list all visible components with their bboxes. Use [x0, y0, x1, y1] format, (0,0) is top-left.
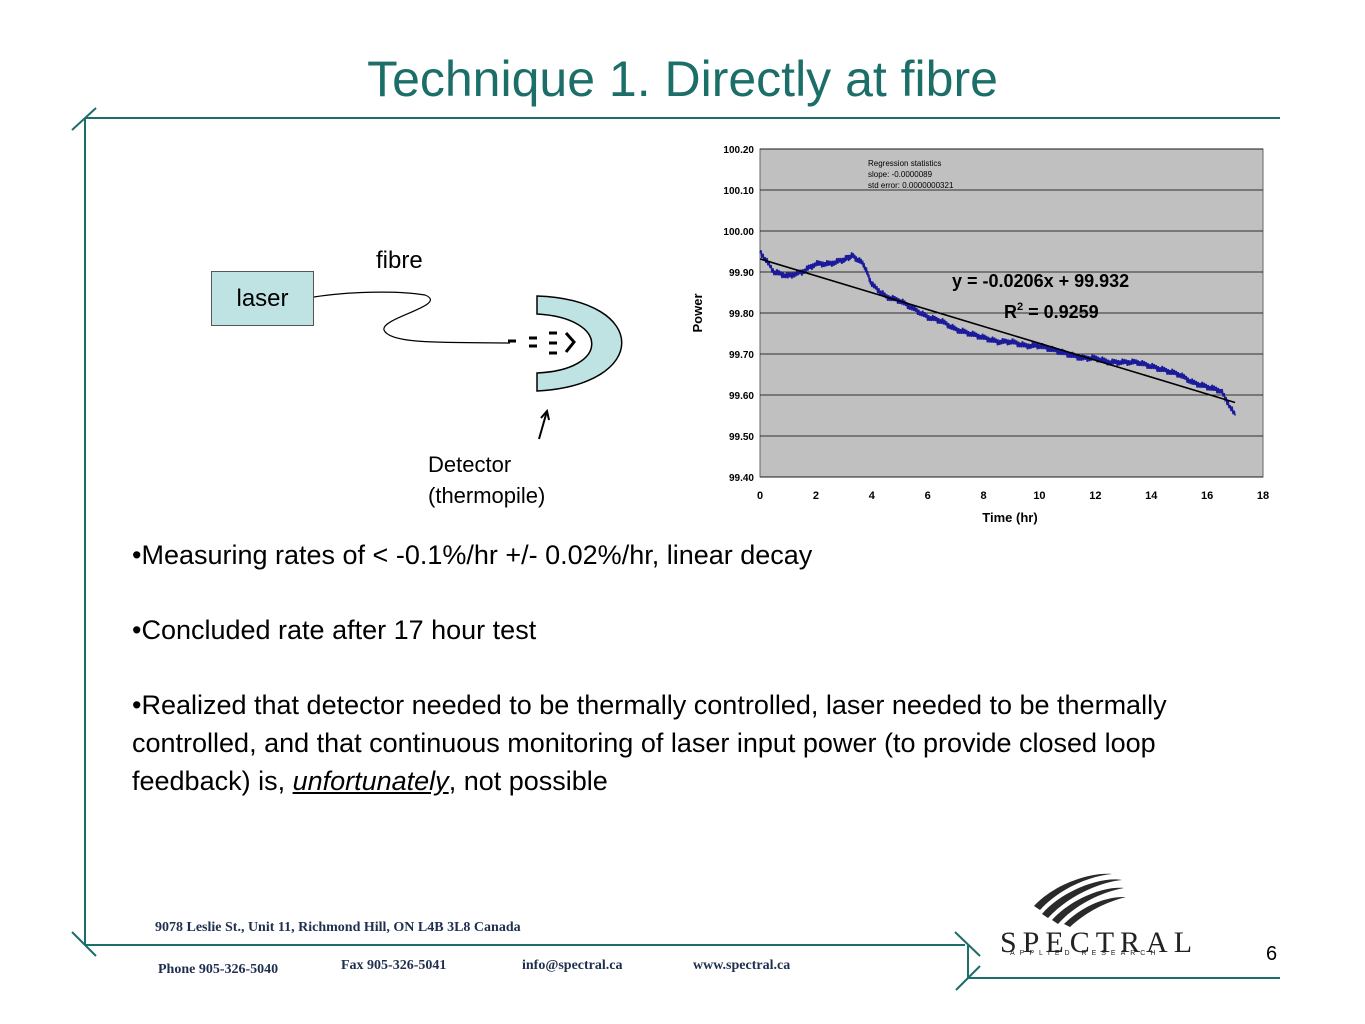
bullet-3-emphasis: unfortunately — [292, 766, 449, 796]
x-tick-label: 4 — [869, 490, 876, 502]
footer-fax: Fax 905-326-5041 — [341, 958, 447, 973]
detector-arrow — [538, 408, 550, 440]
r-squared-value: = 0.9259 — [1023, 302, 1099, 322]
x-tick-label: 8 — [980, 490, 986, 502]
footer-address: 9078 Leslie St., Unit 11, Richmond Hill,… — [155, 920, 521, 935]
logo-wordmark: SPECTRAL — [1000, 926, 1199, 959]
regression-line-3: std error: 0.0000000321 — [868, 181, 954, 190]
x-tick-label: 18 — [1257, 490, 1269, 502]
trend-equation: y = -0.0206x + 99.932 — [952, 271, 1129, 291]
gridlines — [760, 148, 1263, 478]
laser-box: laser — [211, 271, 314, 326]
y-tick-label: 99.40 — [729, 473, 754, 484]
y-axis-label: Power — [690, 293, 705, 332]
x-axis-label: Time (hr) — [982, 510, 1037, 525]
x-tick-label: 12 — [1089, 490, 1101, 502]
y-tick-label: 99.60 — [729, 391, 754, 402]
detector-label-line2: (thermopile) — [428, 483, 546, 508]
bullet-1: •Measuring rates of < -0.1%/hr +/- 0.02%… — [132, 540, 813, 570]
x-tick-labels: 0 2 4 6 8 10 12 14 16 18 — [757, 490, 1269, 502]
y-tick-label: 100.20 — [723, 145, 754, 156]
detector-label: Detector (thermopile) — [428, 449, 545, 511]
regression-line-1: Regression statistics — [868, 159, 941, 168]
bullet-2: •Concluded rate after 17 hour test — [132, 615, 537, 645]
y-tick-label: 99.80 — [729, 309, 754, 320]
y-tick-label: 100.10 — [723, 186, 754, 197]
y-tick-label: 99.50 — [729, 432, 754, 443]
fibre-label: fibre — [376, 247, 423, 274]
footer-phone: Phone 905-326-5040 — [158, 962, 279, 977]
y-tick-label: 99.90 — [729, 268, 754, 279]
detector-cup — [536, 295, 623, 392]
bullet-3-end: , not possible — [448, 766, 608, 796]
x-tick-label: 2 — [813, 490, 819, 502]
power-chart: 99.40 99.50 99.60 99.70 99.80 99.90 100.00 100.… — [690, 145, 1269, 525]
detector-label-line1: Detector — [428, 452, 512, 477]
x-tick-label: 0 — [757, 490, 763, 502]
trendline — [759, 258, 1236, 404]
bullet-3: •Realized that detector needed to be the… — [132, 686, 1232, 800]
y-tick-label: 99.70 — [729, 350, 754, 361]
power-series-line — [759, 250, 1236, 416]
r-squared: R2 = 0.9259 — [1004, 301, 1099, 322]
footer-email[interactable]: info@spectral.ca — [522, 958, 623, 973]
regression-statistics-box: Regression statistics slope: -0.0000089 … — [868, 159, 954, 190]
x-tick-label: 14 — [1145, 490, 1158, 502]
x-tick-label: 6 — [925, 490, 931, 502]
spectral-swirl-icon — [1034, 873, 1126, 927]
logo-subtitle: APPLIED RESEARCH — [1010, 950, 1161, 957]
fibre-detector-drawing — [313, 291, 623, 440]
y-tick-labels: 99.40 99.50 99.60 99.70 99.80 99.90 100.00 100.… — [723, 145, 754, 484]
r-squared-exponent: 2 — [1017, 301, 1023, 313]
bullet-3-text: •Realized that detector needed to be the… — [132, 690, 1167, 796]
r-squared-prefix: R — [1004, 302, 1017, 322]
laser-label: laser — [236, 284, 289, 312]
bullet-list: •Measuring rates of < -0.1%/hr +/- 0.02%… — [132, 536, 1232, 837]
page-title: Technique 1. Directly at fibre — [367, 51, 998, 107]
x-tick-label: 10 — [1033, 490, 1045, 502]
footer-website[interactable]: www.spectral.ca — [693, 958, 791, 973]
y-tick-label: 100.00 — [723, 227, 754, 238]
regression-line-2: slope: -0.0000089 — [868, 170, 933, 179]
x-tick-label: 16 — [1201, 490, 1213, 502]
fibre-cable — [313, 291, 511, 344]
beam-dashes — [508, 331, 576, 355]
page-number: 6 — [1266, 943, 1278, 965]
